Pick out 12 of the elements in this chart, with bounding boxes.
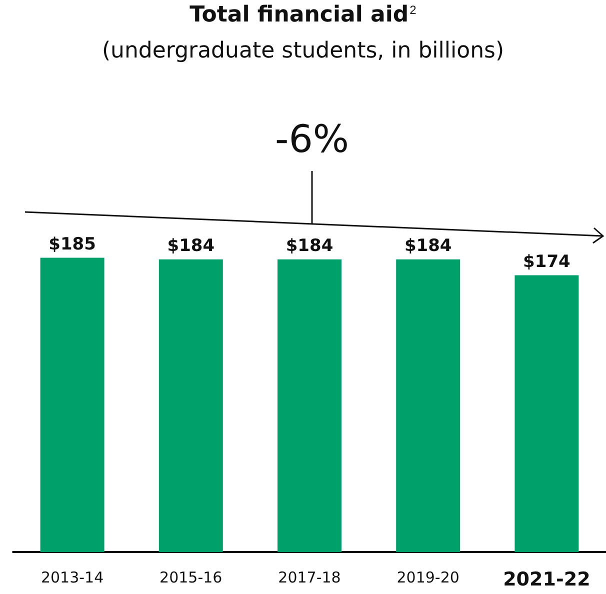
data-label: $185 (48, 234, 96, 254)
x-tick-label: 2021-22 (503, 568, 590, 590)
data-label: $174 (523, 252, 571, 272)
data-label: $184 (167, 236, 215, 256)
data-label: $184 (404, 236, 452, 256)
data-label: $184 (286, 236, 334, 256)
x-tick-label: 2019-20 (396, 568, 460, 586)
chart-subtitle: (undergraduate students, in billions) (102, 38, 504, 64)
text: -6% (275, 117, 349, 161)
x-tick-label: 2013-14 (40, 568, 104, 586)
x-tick-label: 2015-16 (160, 568, 222, 586)
x-tick-label: 2017-18 (278, 568, 341, 586)
